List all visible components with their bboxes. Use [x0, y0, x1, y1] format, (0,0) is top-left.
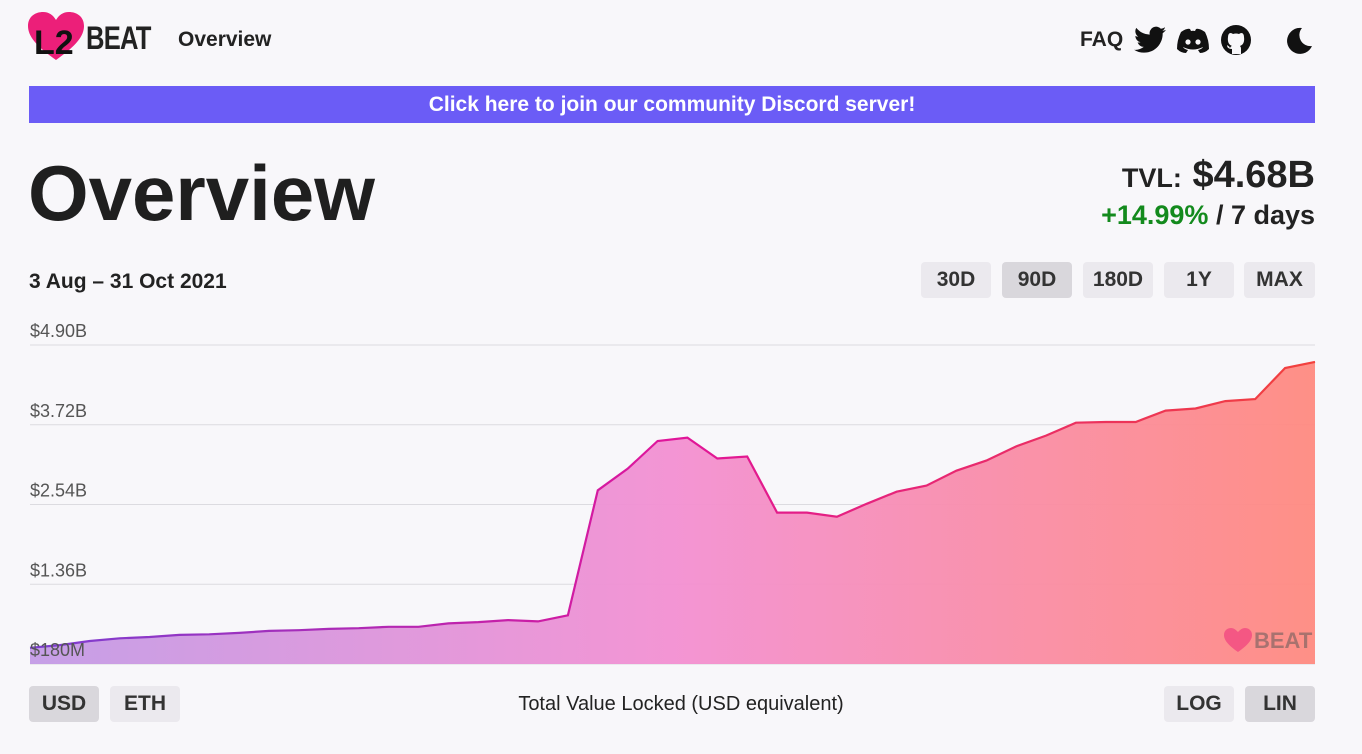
twitter-icon[interactable] [1134, 26, 1166, 54]
watermark: BEAT [1224, 628, 1313, 653]
logo-heart[interactable]: L2 [28, 12, 88, 64]
page-title: Overview [28, 149, 375, 237]
faq-link[interactable]: FAQ [1080, 28, 1124, 51]
toggle-button[interactable]: LOG [1164, 686, 1234, 722]
github-icon[interactable] [1220, 24, 1252, 56]
y-tick-label: $2.54B [30, 481, 87, 501]
toggle-button[interactable]: ETH [110, 686, 180, 722]
y-tick-label: $180M [30, 640, 85, 660]
nav-link[interactable]: Overview [178, 28, 272, 51]
chart-caption: Total Value Locked (USD equivalent) [518, 693, 844, 715]
banner-text: Click here to join our community Discord… [428, 93, 916, 116]
chart: $180M $1.36B $2.54B $3.72B $4.90B BEAT [29, 321, 1316, 665]
theme-toggle[interactable] [1284, 26, 1314, 56]
toggle-button[interactable]: USD [29, 686, 99, 722]
toggle-button[interactable]: LIN [1245, 686, 1315, 722]
tvl-period: / 7 days [1215, 200, 1315, 230]
toggle-button[interactable]: 180D [1083, 262, 1153, 298]
tvl: TVL: $4.68B [1122, 154, 1315, 197]
y-tick-label: $1.36B [30, 560, 87, 580]
toggle-button[interactable]: 90D [1002, 262, 1072, 298]
area-line [29, 360, 1316, 649]
tvl-change: +14.99% / 7 days [1101, 200, 1315, 231]
y-tick-label: $4.90B [30, 321, 87, 341]
tvl-value: $4.68B [1192, 154, 1315, 196]
tvl-label: TVL: [1121, 163, 1182, 193]
area-fill [30, 361, 1315, 664]
toggle-button[interactable]: 30D [921, 262, 991, 298]
toggle-button[interactable]: MAX [1244, 262, 1315, 298]
watermark-heart [1224, 628, 1252, 652]
discord-icon[interactable] [1176, 28, 1210, 54]
toggle-button[interactable]: 1Y [1164, 262, 1234, 298]
date-range: 3 Aug – 31 Oct 2021 [29, 270, 227, 293]
logo-l2: L2 [34, 24, 74, 62]
discord-banner[interactable]: Click here to join our community Discord… [29, 86, 1315, 123]
tvl-change-value: +14.99% [1101, 200, 1209, 230]
y-tick-label: $3.72B [30, 401, 87, 421]
watermark-text: BEAT [1254, 628, 1313, 653]
logo-text: BEAT [86, 20, 151, 56]
